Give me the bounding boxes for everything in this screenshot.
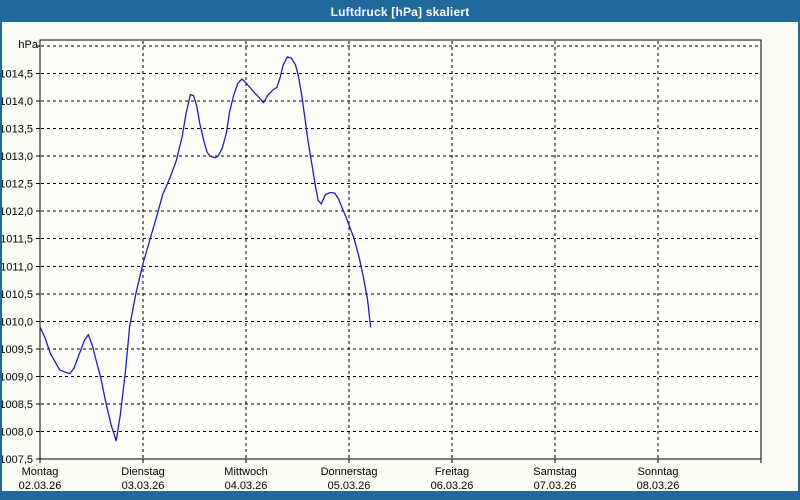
y-axis-unit-label: hPa [18, 39, 38, 51]
pressure-line [39, 56, 372, 442]
plot-border [39, 39, 762, 460]
y-tick-label: 1008,5 [2, 399, 33, 411]
y-tick-label: 1014,5 [2, 69, 33, 81]
y-tick-label: 1010,5 [2, 289, 33, 301]
date-label: 04.03.26 [225, 480, 268, 492]
weekday-label: Dienstag [121, 466, 164, 478]
y-tick-label: 1011,5 [2, 234, 33, 246]
y-tick-label: 1009,5 [2, 344, 33, 356]
date-label: 03.03.26 [122, 480, 165, 492]
window-titlebar: Luftdruck [hPa] skaliert [2, 2, 798, 22]
date-label: 02.03.26 [19, 480, 62, 492]
y-tick-label: 1012,5 [2, 179, 33, 191]
date-label: 08.03.26 [637, 480, 680, 492]
y-tick-label: 1010,0 [2, 316, 33, 328]
date-label: 05.03.26 [328, 480, 371, 492]
y-tick-label: 1013,5 [2, 124, 33, 136]
date-label: 06.03.26 [431, 480, 474, 492]
y-tick-label: 1009,0 [2, 371, 33, 383]
y-tick-label: 1014,0 [2, 96, 33, 108]
window-bottom-bar [2, 491, 798, 498]
weekday-label: Montag [22, 466, 59, 478]
y-tick-label: 1012,0 [2, 206, 33, 218]
y-tick-label: 1013,0 [2, 151, 33, 163]
window-title: Luftdruck [hPa] skaliert [330, 5, 470, 19]
weekday-label: Samstag [533, 466, 576, 478]
weekday-label: Mittwoch [224, 466, 267, 478]
y-tick-label: 1011,0 [2, 261, 33, 273]
weekday-label: Freitag [435, 466, 469, 478]
y-tick-label: 1008,0 [2, 426, 33, 438]
weekday-label: Sonntag [638, 466, 679, 478]
plot-area [40, 40, 761, 459]
date-label: 07.03.26 [534, 480, 577, 492]
y-tick-label: 1007,5 [2, 454, 33, 466]
weekday-label: Donnerstag [321, 466, 378, 478]
